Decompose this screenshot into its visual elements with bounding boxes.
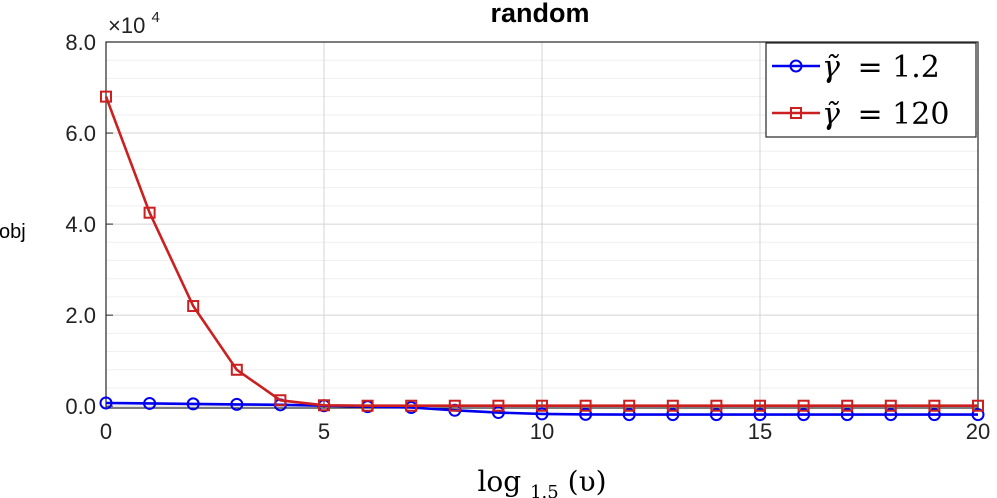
y-tick-label: 4.0 [65, 212, 96, 237]
data-point-series-1 [971, 408, 985, 422]
data-point-series-1 [579, 407, 593, 421]
data-point-series-1 [884, 408, 898, 422]
x-axis-label-base: 1.5 [530, 482, 559, 498]
legend-box [765, 42, 977, 138]
data-point-series-2 [492, 399, 505, 412]
x-tick-label: 5 [318, 419, 330, 444]
data-point-series-2 [361, 399, 374, 412]
data-point-series-2 [230, 363, 243, 376]
series-line-1 [105, 401, 978, 416]
data-point-series-2 [623, 399, 636, 412]
y-tick-label: 6.0 [65, 121, 96, 146]
data-point-series-1 [927, 408, 941, 422]
legend-marker-series-1 [789, 59, 803, 73]
data-point-series-2 [797, 399, 810, 412]
data-point-series-1 [99, 396, 113, 410]
data-point-series-2 [972, 399, 984, 412]
data-point-series-2 [710, 399, 723, 412]
data-point-series-1 [622, 408, 636, 422]
x-axis-label: log 1.5 (υ) [477, 465, 606, 498]
data-point-series-1 [186, 397, 200, 411]
legend-symbol-series-1: γ̃ [822, 50, 840, 85]
legend-eq-series-1: = 1.2 [857, 50, 939, 85]
x-tick-labels: 0 5 10 15 20 [100, 419, 990, 444]
legend-eq-series-2: = 120 [857, 97, 949, 132]
y-tick-labels: 0.0 2.0 4.0 6.0 8.0 [65, 30, 96, 419]
y-axis-exponent-base: ×10 [108, 13, 145, 38]
data-point-series-1 [753, 408, 767, 422]
data-point-series-2 [448, 399, 461, 412]
data-point-series-2 [100, 90, 112, 103]
series-line-2 [104, 96, 978, 408]
data-point-series-2 [405, 399, 418, 412]
data-point-series-2 [754, 399, 766, 412]
legend: γ̃ = 1.2 γ̃ = 120 [765, 42, 977, 138]
y-axis-exponent-power: 4 [151, 9, 159, 26]
data-point-series-2 [841, 399, 854, 412]
data-point-series-1 [709, 408, 723, 422]
legend-label-series-1: γ̃ = 1.2 [822, 50, 940, 85]
data-point-series-2 [884, 399, 897, 412]
data-point-series-1 [535, 407, 549, 421]
data-point-series-1 [840, 408, 854, 422]
y-axis-exponent: ×10 4 [108, 9, 160, 38]
x-tick-label: 20 [966, 419, 990, 444]
x-axis-label-log: log [477, 465, 521, 498]
data-point-series-2 [143, 206, 156, 219]
data-point-series-1 [666, 408, 680, 422]
y-tick-label: 8.0 [65, 30, 96, 55]
data-point-series-1 [143, 396, 157, 410]
series-layer [99, 90, 985, 422]
x-tick-label: 15 [748, 419, 772, 444]
y-tick-label: 2.0 [65, 303, 96, 328]
legend-marker-series-2 [790, 107, 802, 119]
data-point-series-2 [928, 399, 941, 412]
data-point-series-2 [274, 394, 287, 407]
data-point-series-2 [579, 399, 592, 412]
legend-symbol-series-2: γ̃ [822, 97, 840, 132]
legend-label-series-2: γ̃ = 120 [822, 97, 949, 132]
x-axis-label-arg: (υ) [568, 465, 607, 498]
y-axis-label: obj [0, 221, 26, 243]
data-point-series-2 [536, 399, 548, 412]
legend-item-series-2: γ̃ = 120 [772, 97, 949, 132]
x-tick-label: 0 [100, 419, 112, 444]
data-point-series-1 [230, 397, 244, 411]
data-point-series-2 [318, 399, 330, 412]
y-tick-label: 0.0 [65, 394, 96, 419]
data-point-series-1 [797, 408, 811, 422]
chart-title: random [490, 0, 589, 28]
legend-item-series-1: γ̃ = 1.2 [772, 50, 940, 85]
data-point-series-2 [187, 300, 200, 313]
data-point-series-1 [491, 406, 505, 420]
data-point-series-2 [666, 399, 679, 412]
x-tick-label: 10 [530, 419, 554, 444]
